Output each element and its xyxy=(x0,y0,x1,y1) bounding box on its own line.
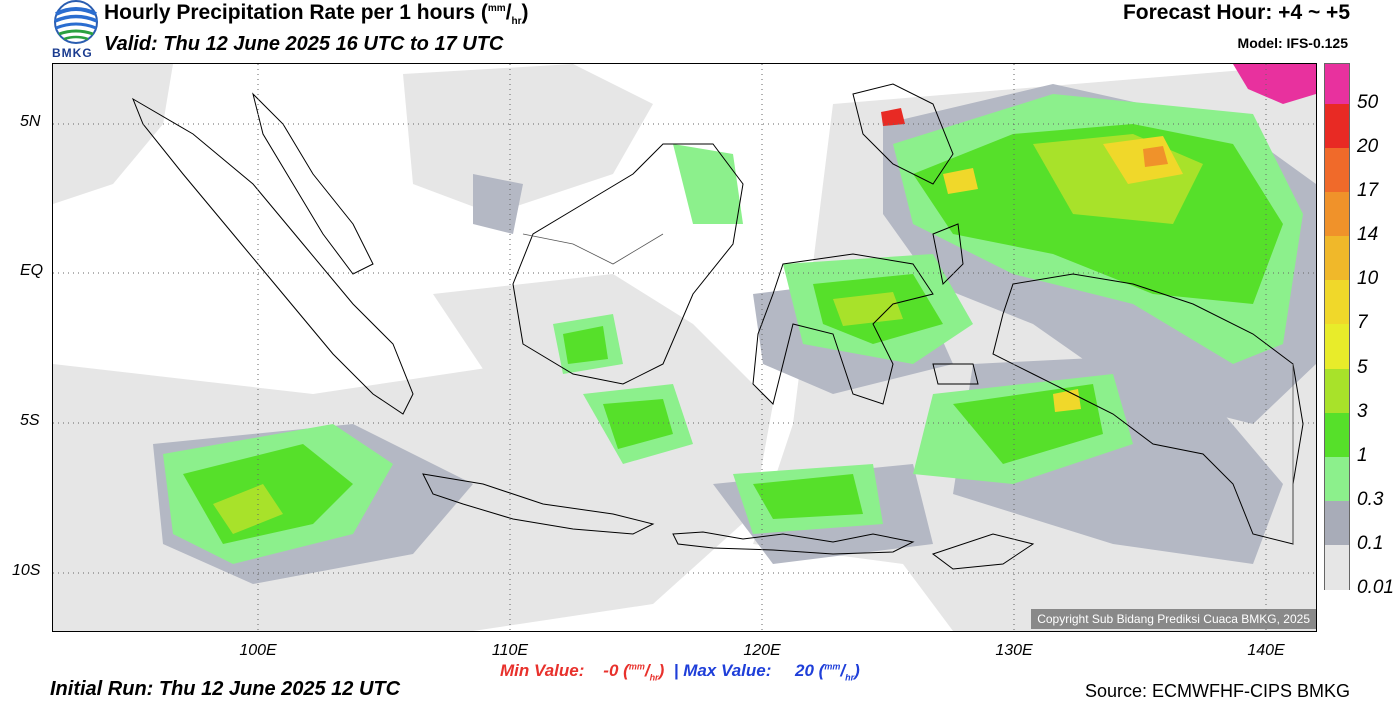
lon-label-130e: 130E xyxy=(995,642,1033,659)
lon-label-100e: 100E xyxy=(239,642,277,659)
bmkg-logo xyxy=(50,0,102,62)
legend-label: 10 xyxy=(1357,268,1379,290)
max-value: 20 (mm/hr) xyxy=(795,661,860,683)
legend-label: 17 xyxy=(1357,180,1379,202)
legend-swatch xyxy=(1325,280,1349,326)
legend-swatch xyxy=(1325,368,1349,414)
model-name: Model: IFS-0.125 xyxy=(1237,35,1348,51)
color-legend xyxy=(1324,63,1350,590)
legend-swatch xyxy=(1325,236,1349,282)
min-value-label: Min Value: xyxy=(500,661,585,680)
copyright-notice: Copyright Sub Bidang Prediksi Cuaca BMKG… xyxy=(1031,609,1316,629)
initial-run: Initial Run: Thu 12 June 2025 12 UTC xyxy=(50,678,401,700)
legend-swatch xyxy=(1325,148,1349,194)
lon-label-140e: 140E xyxy=(1247,642,1285,659)
legend-swatch xyxy=(1325,456,1349,502)
precip-layer-17 xyxy=(881,108,905,126)
coastlines xyxy=(131,83,1304,570)
legend-swatch xyxy=(1325,104,1349,149)
lon-label-110e: 110E xyxy=(491,642,529,659)
legend-label: 0.01 xyxy=(1357,577,1394,598)
legend-swatch xyxy=(1325,500,1349,546)
data-source: Source: ECMWFHF-CIPS BMKG xyxy=(1084,681,1350,701)
map-title: Hourly Precipitation Rate per 1 hours (m… xyxy=(104,1,529,28)
legend-swatch xyxy=(1325,64,1349,104)
gridlines xyxy=(53,64,1316,631)
legend-label: 3 xyxy=(1357,400,1368,422)
legend-label: 0.3 xyxy=(1357,488,1384,510)
legend-label: 14 xyxy=(1357,224,1379,246)
min-value: -0 (mm/hr) xyxy=(603,661,665,683)
legend-swatch xyxy=(1325,192,1349,238)
precip-layer-10 xyxy=(1143,146,1168,167)
max-value-label: Max Value: xyxy=(683,661,772,680)
precip-layer-50 xyxy=(1233,64,1316,104)
valid-time: Valid: Thu 12 June 2025 16 UTC to 17 UTC xyxy=(104,33,504,55)
legend-label: 7 xyxy=(1357,312,1368,334)
min-max-values: Min Value: -0 (mm/hr) | Max Value: 20 (m… xyxy=(500,661,860,682)
lat-label-10s: 10S xyxy=(12,562,41,579)
legend-label: 5 xyxy=(1357,356,1368,378)
separator: | xyxy=(673,661,679,680)
lat-label-5s: 5S xyxy=(20,412,40,429)
logo-text: BMKG xyxy=(52,46,93,60)
lat-label-5n: 5N xyxy=(20,113,41,130)
legend-swatch xyxy=(1325,544,1349,590)
legend-swatch xyxy=(1325,412,1349,458)
legend-label: 50 xyxy=(1357,92,1379,113)
lat-label-eq: EQ xyxy=(20,262,44,279)
legend-swatch xyxy=(1325,324,1349,370)
legend-label: 0.1 xyxy=(1357,532,1384,554)
borders xyxy=(522,233,1294,544)
precipitation-map xyxy=(52,63,1317,632)
map-canvas xyxy=(53,64,1316,631)
legend-label: 1 xyxy=(1357,444,1368,466)
lon-label-120e: 120E xyxy=(743,642,781,659)
forecast-hour: Forecast Hour: +4 ~ +5 xyxy=(1122,1,1350,24)
legend-label: 20 xyxy=(1357,136,1379,158)
